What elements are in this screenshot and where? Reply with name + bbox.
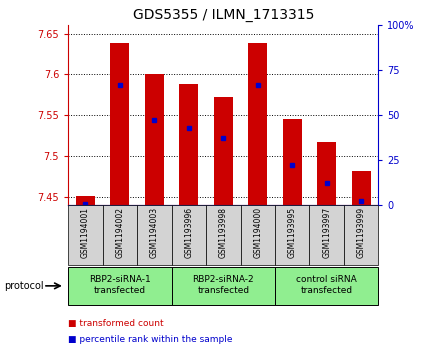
Bar xyxy=(206,205,241,265)
Bar xyxy=(283,119,302,205)
Bar xyxy=(241,205,275,265)
Bar xyxy=(352,171,370,205)
Bar xyxy=(68,205,103,265)
Bar xyxy=(344,205,378,265)
Text: GSM1193995: GSM1193995 xyxy=(288,207,297,258)
Bar xyxy=(68,267,172,305)
Bar xyxy=(110,44,129,205)
Text: GSM1194002: GSM1194002 xyxy=(115,207,125,258)
Text: GSM1193998: GSM1193998 xyxy=(219,207,228,258)
Bar xyxy=(275,205,309,265)
Text: GSM1194000: GSM1194000 xyxy=(253,207,262,258)
Bar xyxy=(172,205,206,265)
Text: control siRNA
transfected: control siRNA transfected xyxy=(296,275,357,295)
Bar xyxy=(248,44,267,205)
Text: GSM1193996: GSM1193996 xyxy=(184,207,193,258)
Text: protocol: protocol xyxy=(4,281,44,291)
Bar xyxy=(103,205,137,265)
Bar xyxy=(214,97,233,205)
Text: GSM1194003: GSM1194003 xyxy=(150,207,159,258)
Bar xyxy=(309,205,344,265)
Text: RBP2-siRNA-2
transfected: RBP2-siRNA-2 transfected xyxy=(192,275,254,295)
Bar xyxy=(180,84,198,205)
Bar xyxy=(76,196,95,205)
Title: GDS5355 / ILMN_1713315: GDS5355 / ILMN_1713315 xyxy=(132,8,314,22)
Text: ■ percentile rank within the sample: ■ percentile rank within the sample xyxy=(68,335,233,344)
Text: GSM1193997: GSM1193997 xyxy=(322,207,331,258)
Bar xyxy=(275,267,378,305)
Bar xyxy=(317,142,336,205)
Text: RBP2-siRNA-1
transfected: RBP2-siRNA-1 transfected xyxy=(89,275,151,295)
Text: GSM1194001: GSM1194001 xyxy=(81,207,90,258)
Bar xyxy=(172,267,275,305)
Bar xyxy=(137,205,172,265)
Text: GSM1193999: GSM1193999 xyxy=(357,207,366,258)
Bar xyxy=(145,74,164,205)
Text: ■ transformed count: ■ transformed count xyxy=(68,319,164,327)
